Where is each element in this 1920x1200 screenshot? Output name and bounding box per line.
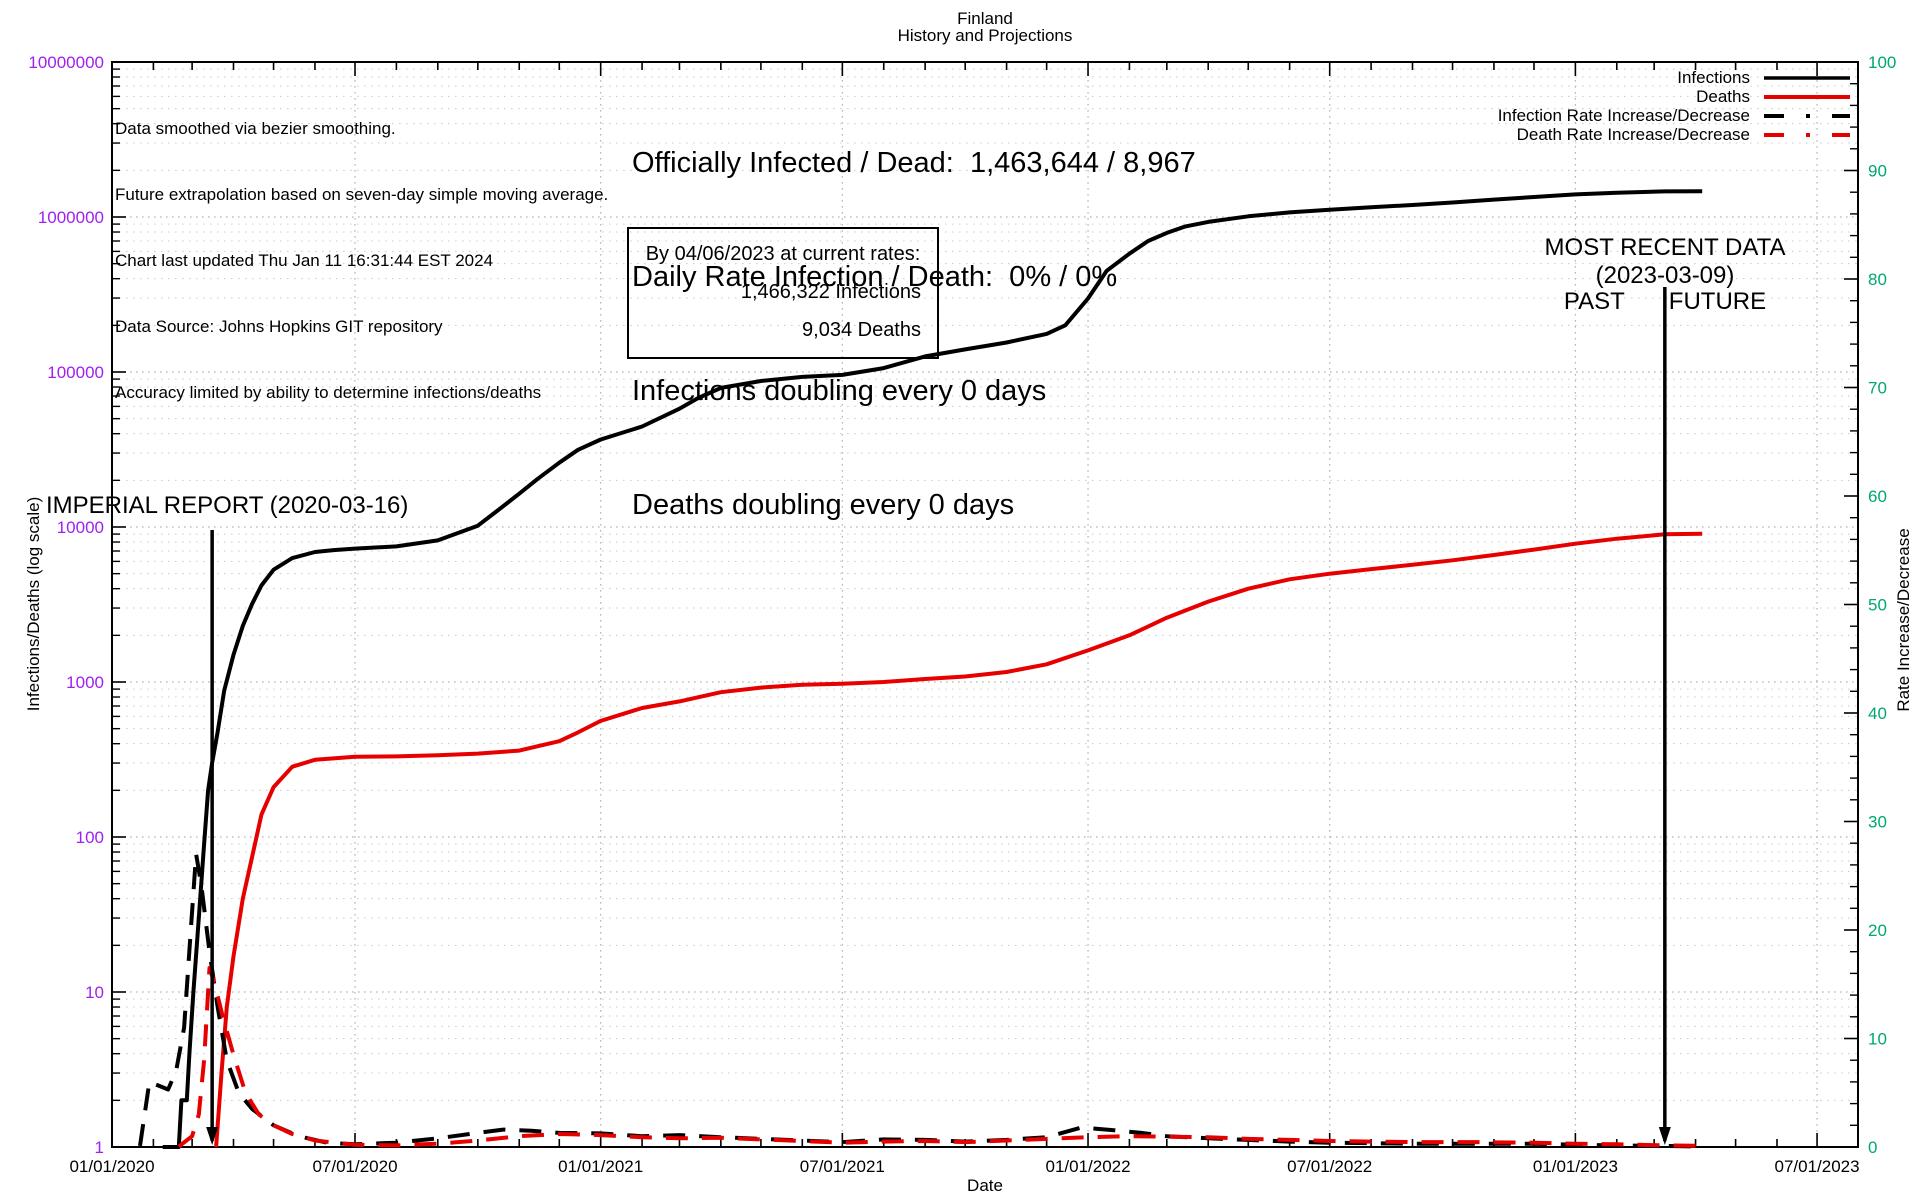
x-tick-label: 01/01/2021 — [558, 1157, 643, 1176]
stat-deaths-doubling: Deaths doubling every 0 days — [632, 489, 1015, 521]
y2-tick-label: 50 — [1868, 596, 1887, 615]
past-label: PAST — [1563, 288, 1625, 315]
stat-official-totals: Officially Infected / Dead: 1,463,644 / … — [632, 147, 1196, 179]
x-tick-label: 01/01/2022 — [1045, 1157, 1130, 1176]
stat-infections-doubling: Infections doubling every 0 days — [632, 375, 1047, 407]
notes-block: Data smoothed via bezier smoothing. Futu… — [115, 74, 608, 426]
most-recent-data-annotation: MOST RECENT DATA (2023-03-09) — [1545, 234, 1786, 290]
projection-box: By 04/06/2023 at current rates: 1,466,32… — [627, 227, 939, 359]
y2-tick-label: 0 — [1868, 1138, 1877, 1157]
y-axis-title: Infections/Deaths (log scale) — [24, 496, 43, 712]
title-subtitle: History and Projections — [897, 26, 1073, 45]
y2-tick-label: 60 — [1868, 487, 1887, 506]
x-tick-label: 07/01/2021 — [800, 1157, 885, 1176]
y2-tick-label: 80 — [1868, 270, 1887, 289]
stat-daily-rate: Daily Rate Infection / Death: 0% / 0% — [632, 261, 1118, 293]
x-axis-title: Date — [967, 1176, 1003, 1195]
note-extrapolation: Future extrapolation based on seven-day … — [115, 185, 609, 204]
y2-tick-label: 90 — [1868, 162, 1887, 181]
y-tick-label: 100000 — [47, 363, 104, 382]
projection-infections: 1,466,322 Infections — [740, 281, 921, 303]
legend-line-infection-rate-dashed — [1764, 113, 1850, 118]
y2-tick-label: 20 — [1868, 921, 1887, 940]
legend-label-infection-rate: Infection Rate Increase/Decrease — [1497, 105, 1750, 125]
y2-tick-label: 10 — [1868, 1030, 1887, 1049]
x-tick-label: 07/01/2020 — [312, 1157, 397, 1176]
legend-line-deaths-solid — [1764, 94, 1850, 99]
most-recent-date: (2023-03-09) — [1595, 262, 1735, 289]
note-accuracy: Accuracy limited by ability to determine… — [115, 383, 542, 402]
most-recent-data-arrow-arrowhead — [1658, 1127, 1671, 1145]
projection-deaths: 9,034 Deaths — [802, 319, 921, 341]
note-smoothing: Data smoothed via bezier smoothing. — [115, 119, 396, 138]
x-tick-label: 01/01/2020 — [69, 1157, 154, 1176]
note-updated: Chart last updated Thu Jan 11 16:31:44 E… — [115, 251, 494, 270]
y-tick-label: 10000 — [57, 518, 104, 537]
y2-axis-title: Rate Increase/Decrease — [1894, 528, 1913, 712]
x-tick-label: 01/01/2023 — [1533, 1157, 1618, 1176]
title-country: Finland — [957, 9, 1013, 28]
legend-label-deaths: Deaths — [1696, 86, 1750, 106]
series-line-death-rate-increase-decrease — [177, 966, 1703, 1149]
legend: Infections Deaths Infection Rate Increas… — [1498, 68, 1852, 144]
legend-item-infection-rate: Infection Rate Increase/Decrease — [1498, 106, 1852, 125]
projection-header: By 04/06/2023 at current rates: — [645, 243, 921, 265]
series-line-infections — [162, 189, 1703, 1149]
series-line-deaths — [214, 531, 1703, 1148]
legend-item-infections: Infections — [1498, 68, 1852, 87]
y-tick-label: 10 — [85, 983, 104, 1002]
legend-item-death-rate: Death Rate Increase/Decrease — [1498, 125, 1852, 144]
note-source: Data Source: Johns Hopkins GIT repositor… — [115, 317, 443, 336]
legend-label-death-rate: Death Rate Increase/Decrease — [1516, 124, 1750, 144]
y-tick-label: 1000000 — [38, 208, 104, 227]
most-recent-line1: MOST RECENT DATA — [1544, 234, 1786, 261]
x-tick-label: 07/01/2022 — [1287, 1157, 1372, 1176]
future-label: FUTURE — [1668, 288, 1767, 315]
legend-item-deaths: Deaths — [1498, 87, 1852, 106]
y-tick-label: 1000 — [66, 673, 104, 692]
y-tick-label: 100 — [76, 828, 104, 847]
y2-tick-label: 100 — [1868, 53, 1896, 72]
past-future-labels: PAST FUTURE — [1564, 288, 1766, 316]
y2-tick-label: 70 — [1868, 379, 1887, 398]
legend-label-infections: Infections — [1677, 67, 1750, 87]
x-tick-label: 07/01/2023 — [1775, 1157, 1860, 1176]
series-line-infection-rate-increase-decrease — [138, 852, 1703, 1149]
legend-line-death-rate-dashed — [1764, 132, 1850, 137]
imperial-report-arrow-arrowhead — [206, 1127, 219, 1145]
y2-tick-label: 40 — [1868, 704, 1887, 723]
y2-tick-label: 30 — [1868, 813, 1887, 832]
y-tick-label: 10000000 — [28, 53, 104, 72]
y-tick-label: 1 — [95, 1138, 104, 1157]
imperial-report-annotation: IMPERIAL REPORT (2020-03-16) — [46, 492, 409, 519]
legend-line-infections-solid — [1764, 75, 1850, 80]
stats-block: Officially Infected / Dead: 1,463,644 / … — [632, 68, 1196, 562]
chart-title: Finland History and Projections — [898, 10, 1073, 44]
